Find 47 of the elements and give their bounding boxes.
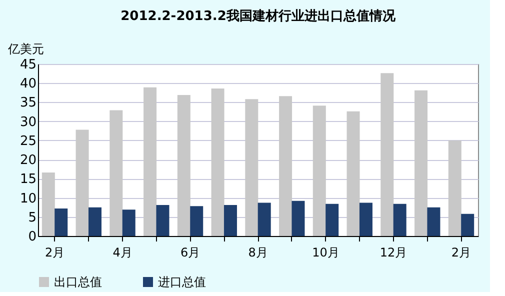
bar — [461, 214, 474, 236]
bar — [144, 87, 157, 236]
bar — [42, 172, 55, 236]
bar — [414, 90, 428, 236]
y-tick-label: 40 — [20, 76, 36, 92]
bar — [359, 202, 372, 236]
bar — [177, 94, 190, 236]
x-tick-label: 12月 — [380, 246, 408, 260]
y-tick-label: 0 — [28, 230, 36, 244]
bar — [110, 110, 123, 236]
chart-title: 2012.2-2013.2我国建材行业进出口总值情况 — [120, 8, 396, 24]
bar — [54, 208, 68, 236]
x-tick-label: 8月 — [248, 246, 268, 260]
y-tick-label: 10 — [20, 191, 36, 206]
bar — [326, 204, 339, 236]
bar — [292, 200, 305, 236]
legend-label: 进口总值 — [158, 275, 206, 289]
bar — [224, 205, 237, 236]
bar — [346, 111, 360, 236]
x-tick-label: 2月 — [451, 246, 472, 260]
y-tick-label: 25 — [20, 134, 36, 149]
y-tick-label: 20 — [20, 153, 36, 168]
bar — [122, 210, 136, 236]
legend-label: 出口总值 — [54, 275, 102, 289]
bar — [88, 207, 102, 236]
bar — [448, 140, 462, 236]
y-tick-label: 5 — [28, 210, 36, 226]
bar — [211, 88, 224, 236]
bar — [279, 96, 292, 236]
y-tick-label: 45 — [20, 58, 36, 72]
bar — [258, 202, 271, 236]
bar — [393, 204, 406, 236]
x-tick-label: 10月 — [312, 246, 340, 260]
bar — [76, 130, 89, 236]
bar — [380, 73, 394, 236]
y-tick-label: 30 — [20, 114, 36, 130]
bar — [156, 205, 170, 236]
bar — [312, 106, 326, 236]
bar — [245, 99, 258, 236]
x-tick-label: 2月 — [44, 246, 65, 260]
x-tick-label: 4月 — [112, 246, 132, 260]
y-tick-label: 15 — [20, 172, 36, 188]
y-axis-title: 亿美元 — [7, 42, 44, 56]
bar — [190, 206, 204, 236]
bar — [427, 207, 440, 236]
y-tick-label: 35 — [20, 96, 36, 111]
x-tick-label: 6月 — [180, 246, 200, 260]
